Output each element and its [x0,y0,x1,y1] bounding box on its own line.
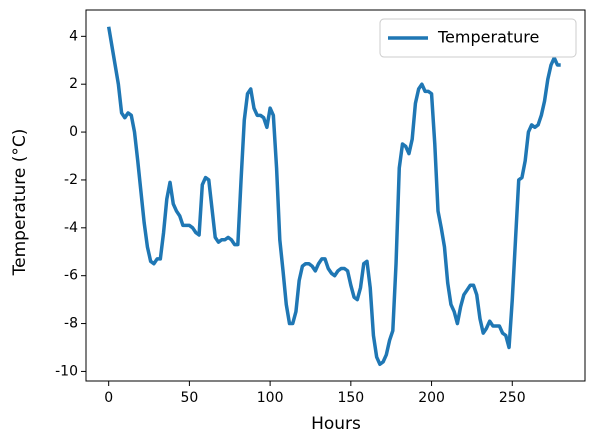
plot-frame [85,9,586,382]
data-line [106,26,561,366]
x-tick-label: 50 [180,390,198,406]
y-tick-label: -4 [64,220,78,236]
y-tick-label: 4 [69,28,78,44]
legend-label: Temperature [437,28,539,47]
x-tick-label: 100 [257,390,284,406]
y-axis-label: Temperature (°C) [10,129,30,277]
y-tick-label: 0 [69,124,78,140]
y-tick-label: -10 [55,363,78,379]
y-tick-label: 2 [69,76,78,92]
x-axis-label: Hours [311,414,361,434]
x-tick-label: 200 [418,390,445,406]
y-tick-label: -8 [64,316,78,332]
legend-box [379,18,577,58]
y-tick-label: -6 [64,268,78,284]
x-tick-label: 0 [104,390,113,406]
x-tick-label: 250 [499,390,526,406]
x-tick-label: 150 [337,390,364,406]
y-tick-label: -2 [64,172,78,188]
